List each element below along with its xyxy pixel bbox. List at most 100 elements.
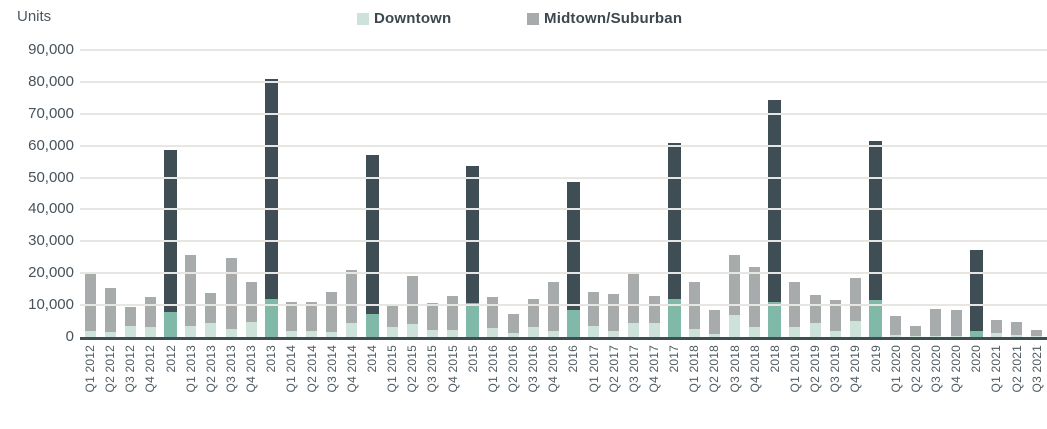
downtown-bar-segment — [869, 299, 883, 337]
downtown-bar-segment — [829, 331, 841, 337]
x-tick-slot: Q4 2013 — [241, 345, 261, 429]
midtown-suburban-bar-segment — [264, 78, 278, 299]
x-tick-slot: Q4 2015 — [443, 345, 463, 429]
downtown-bar-segment — [306, 330, 318, 337]
midtown-suburban-bar-segment — [930, 308, 942, 337]
x-tick-slot: 2020 — [966, 345, 986, 429]
downtown-bar-segment — [588, 326, 600, 337]
downtown-bar-segment — [910, 336, 922, 337]
x-tick-label: 2018 — [767, 345, 782, 373]
midtown-suburban-bar-segment — [950, 310, 962, 336]
x-tick-label: Q1 2017 — [586, 345, 601, 393]
midtown-suburban-bar-segment — [1011, 322, 1023, 336]
y-tick-label: 60,000 — [28, 136, 74, 154]
x-tick-label: Q1 2012 — [83, 345, 98, 393]
x-tick-slot: Q1 2018 — [684, 345, 704, 429]
x-tick-slot: Q3 2018 — [725, 345, 745, 429]
downtown-bar-segment — [144, 327, 156, 337]
midtown-suburban-bar-segment — [749, 267, 761, 328]
midtown-suburban-bar-segment — [346, 270, 358, 324]
x-tick-label: Q4 2013 — [244, 345, 259, 393]
downtown-bar-segment — [667, 299, 681, 337]
downtown-bar-segment — [447, 330, 459, 337]
midtown-suburban-bar-segment — [527, 298, 539, 328]
bar-group — [986, 50, 1006, 337]
bar-group — [644, 50, 664, 337]
midtown-suburban-bar-segment — [285, 301, 297, 332]
y-tick-label: 10,000 — [28, 296, 74, 314]
x-tick-slot: Q4 2014 — [342, 345, 362, 429]
x-tick-slot: Q2 2021 — [1006, 345, 1026, 429]
downtown-bar-segment — [547, 330, 559, 337]
x-tick-slot: Q2 2017 — [604, 345, 624, 429]
x-tick-slot: 2017 — [664, 345, 684, 429]
legend-item-midtown-suburban: Midtown/Suburban — [527, 10, 682, 27]
bar-group — [100, 50, 120, 337]
bar-group — [181, 50, 201, 337]
downtown-bar-segment — [487, 327, 499, 337]
downtown-bar-segment — [768, 301, 782, 337]
x-tick-slot: Q4 2018 — [745, 345, 765, 429]
bar-group — [503, 50, 523, 337]
x-tick-slot: Q3 2014 — [322, 345, 342, 429]
x-tick-slot: Q4 2020 — [946, 345, 966, 429]
x-tick-slot: Q3 2017 — [624, 345, 644, 429]
bar-group — [805, 50, 825, 337]
gridline — [80, 208, 1047, 211]
downtown-bar-segment — [164, 311, 178, 337]
x-tick-slot: Q3 2021 — [1027, 345, 1047, 429]
bar-group — [664, 50, 684, 337]
x-tick-slot: Q2 2020 — [906, 345, 926, 429]
downtown-bar-segment — [1011, 335, 1023, 337]
x-tick-label: Q2 2017 — [606, 345, 621, 393]
downtown-bar-segment — [566, 310, 580, 337]
downtown-bar-segment — [285, 331, 297, 337]
bar-group — [584, 50, 604, 337]
downtown-bar-segment — [969, 331, 983, 337]
bar-group — [543, 50, 563, 337]
x-tick-label: Q3 2013 — [224, 345, 239, 393]
x-tick-label: Q1 2014 — [284, 345, 299, 393]
downtown-bar-segment — [104, 332, 116, 337]
midtown-suburban-bar-segment — [869, 141, 883, 300]
bar-group — [1027, 50, 1047, 337]
midtown-suburban-bar-segment — [124, 306, 136, 326]
y-axis-title: Units — [17, 8, 52, 25]
downtown-bar-segment — [205, 323, 217, 337]
midtown-suburban-bar-segment — [487, 297, 499, 328]
midtown-suburban-bar-segment — [910, 325, 922, 337]
x-tick-label: Q4 2020 — [949, 345, 964, 393]
x-tick-label: 2017 — [667, 345, 682, 373]
downtown-bar-segment — [849, 321, 861, 337]
x-tick-slot: 2012 — [161, 345, 181, 429]
x-tick-slot: Q3 2016 — [523, 345, 543, 429]
x-tick-label: Q1 2016 — [485, 345, 500, 393]
downtown-bar-segment — [466, 302, 480, 337]
x-tick-slot: Q3 2019 — [825, 345, 845, 429]
downtown-bar-segment — [789, 327, 801, 337]
midtown-suburban-bar-segment — [890, 315, 902, 335]
x-tick-label: Q2 2021 — [1009, 345, 1024, 393]
bar-group — [926, 50, 946, 337]
x-tick-slot: 2019 — [865, 345, 885, 429]
x-tick-slot: Q1 2013 — [181, 345, 201, 429]
gridline — [80, 112, 1047, 115]
bar-group — [765, 50, 785, 337]
bars-container — [80, 50, 1047, 337]
x-tick-slot: 2013 — [261, 345, 281, 429]
downtown-bar-segment — [749, 327, 761, 337]
x-tick-label: Q1 2015 — [385, 345, 400, 393]
midtown-suburban-bar-segment — [547, 282, 559, 331]
x-tick-slot: Q3 2020 — [926, 345, 946, 429]
downtown-bar-segment — [346, 323, 358, 337]
y-tick-label: 80,000 — [28, 72, 74, 90]
x-tick-label: Q2 2012 — [103, 345, 118, 393]
legend-label: Midtown/Suburban — [544, 10, 683, 27]
midtown-suburban-bar-segment — [225, 258, 237, 329]
bar-group — [745, 50, 765, 337]
bar-group — [241, 50, 261, 337]
midtown-suburban-swatch-icon — [527, 12, 539, 25]
x-tick-slot: Q4 2012 — [140, 345, 160, 429]
x-tick-slot: Q1 2017 — [584, 345, 604, 429]
x-tick-label: Q3 2016 — [526, 345, 541, 393]
